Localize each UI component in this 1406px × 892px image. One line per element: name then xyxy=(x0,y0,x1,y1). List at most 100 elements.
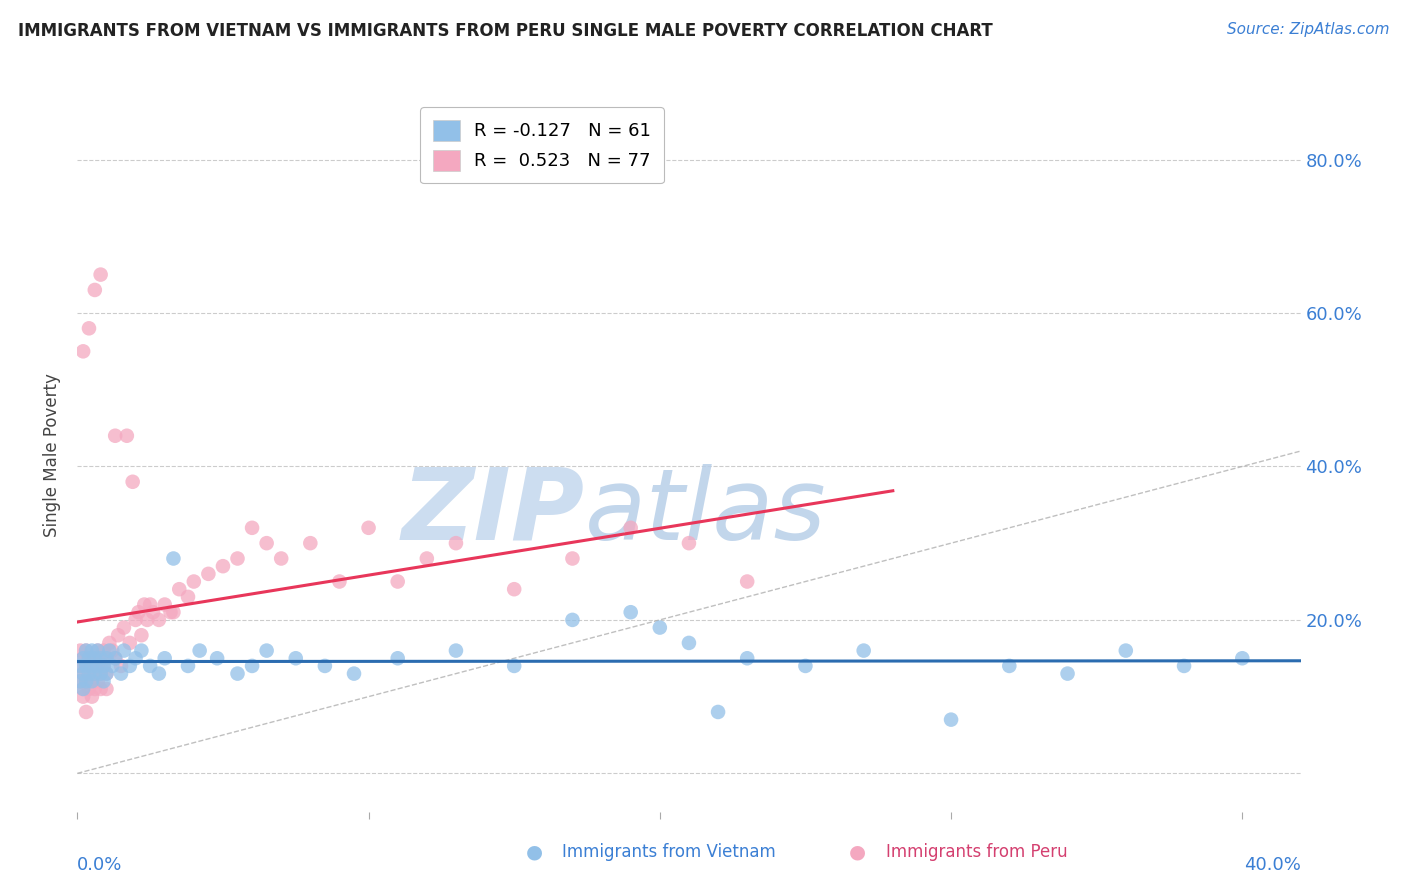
Text: ●: ● xyxy=(849,842,866,862)
Point xyxy=(104,651,127,665)
Point xyxy=(80,674,103,689)
Y-axis label: Single Male Poverty: Single Male Poverty xyxy=(44,373,62,537)
Point xyxy=(101,643,124,657)
Point xyxy=(75,643,97,657)
Point xyxy=(72,681,94,696)
Point xyxy=(115,428,138,442)
Point xyxy=(124,613,146,627)
Point xyxy=(205,651,228,665)
Point xyxy=(77,681,100,696)
Point xyxy=(131,628,153,642)
Point xyxy=(620,521,643,535)
Point xyxy=(270,551,292,566)
Point xyxy=(561,613,583,627)
Point xyxy=(93,643,115,657)
Point xyxy=(678,536,700,550)
Point xyxy=(142,605,165,619)
Point xyxy=(90,651,112,665)
Point xyxy=(77,651,100,665)
Point xyxy=(112,621,135,635)
Point xyxy=(112,643,135,657)
Text: Source: ZipAtlas.com: Source: ZipAtlas.com xyxy=(1226,22,1389,37)
Point xyxy=(503,659,526,673)
Point xyxy=(121,475,143,489)
Point xyxy=(77,666,100,681)
Point xyxy=(162,605,184,619)
Point xyxy=(104,428,127,442)
Point xyxy=(1115,643,1137,657)
Point xyxy=(77,651,100,665)
Point xyxy=(1056,666,1078,681)
Point xyxy=(131,643,153,657)
Point xyxy=(69,674,91,689)
Point xyxy=(648,621,671,635)
Point xyxy=(87,643,110,657)
Point xyxy=(169,582,191,597)
Point xyxy=(118,659,141,673)
Point xyxy=(87,643,110,657)
Point xyxy=(87,674,110,689)
Point xyxy=(328,574,350,589)
Point xyxy=(75,659,97,673)
Point xyxy=(212,559,235,574)
Legend: R = -0.127   N = 61, R =  0.523   N = 77: R = -0.127 N = 61, R = 0.523 N = 77 xyxy=(420,107,664,183)
Text: Immigrants from Peru: Immigrants from Peru xyxy=(886,843,1067,861)
Point xyxy=(72,666,94,681)
Point xyxy=(72,681,94,696)
Point xyxy=(83,651,105,665)
Point xyxy=(561,551,583,566)
Text: ●: ● xyxy=(526,842,543,862)
Point xyxy=(177,590,200,604)
Point xyxy=(72,344,94,359)
Point xyxy=(416,551,439,566)
Point xyxy=(80,674,103,689)
Point xyxy=(83,681,105,696)
Text: IMMIGRANTS FROM VIETNAM VS IMMIGRANTS FROM PERU SINGLE MALE POVERTY CORRELATION : IMMIGRANTS FROM VIETNAM VS IMMIGRANTS FR… xyxy=(18,22,993,40)
Point xyxy=(153,651,176,665)
Point xyxy=(107,628,129,642)
Point xyxy=(69,674,91,689)
Point xyxy=(998,659,1021,673)
Point xyxy=(620,605,643,619)
Point xyxy=(387,574,409,589)
Point xyxy=(98,643,121,657)
Point xyxy=(75,674,97,689)
Point xyxy=(101,659,124,673)
Point xyxy=(240,659,263,673)
Point xyxy=(134,598,156,612)
Point xyxy=(256,643,278,657)
Point xyxy=(794,659,817,673)
Point xyxy=(444,536,467,550)
Point xyxy=(183,574,205,589)
Point xyxy=(148,666,170,681)
Point xyxy=(87,659,110,673)
Text: ZIP: ZIP xyxy=(402,464,585,560)
Point xyxy=(77,321,100,335)
Point xyxy=(735,651,758,665)
Point xyxy=(80,659,103,673)
Point xyxy=(357,521,380,535)
Point xyxy=(343,666,366,681)
Text: atlas: atlas xyxy=(585,464,827,560)
Point xyxy=(75,659,97,673)
Point xyxy=(226,551,249,566)
Point xyxy=(256,536,278,550)
Point xyxy=(75,643,97,657)
Point xyxy=(69,643,91,657)
Point xyxy=(98,636,121,650)
Point xyxy=(90,268,112,282)
Point xyxy=(75,674,97,689)
Point xyxy=(83,666,105,681)
Point xyxy=(284,651,307,665)
Point xyxy=(153,598,176,612)
Point xyxy=(90,666,112,681)
Point xyxy=(852,643,875,657)
Point xyxy=(128,605,150,619)
Point xyxy=(75,705,97,719)
Point xyxy=(148,613,170,627)
Point xyxy=(80,643,103,657)
Point xyxy=(80,659,103,673)
Point xyxy=(96,651,118,665)
Point xyxy=(96,681,118,696)
Point xyxy=(226,666,249,681)
